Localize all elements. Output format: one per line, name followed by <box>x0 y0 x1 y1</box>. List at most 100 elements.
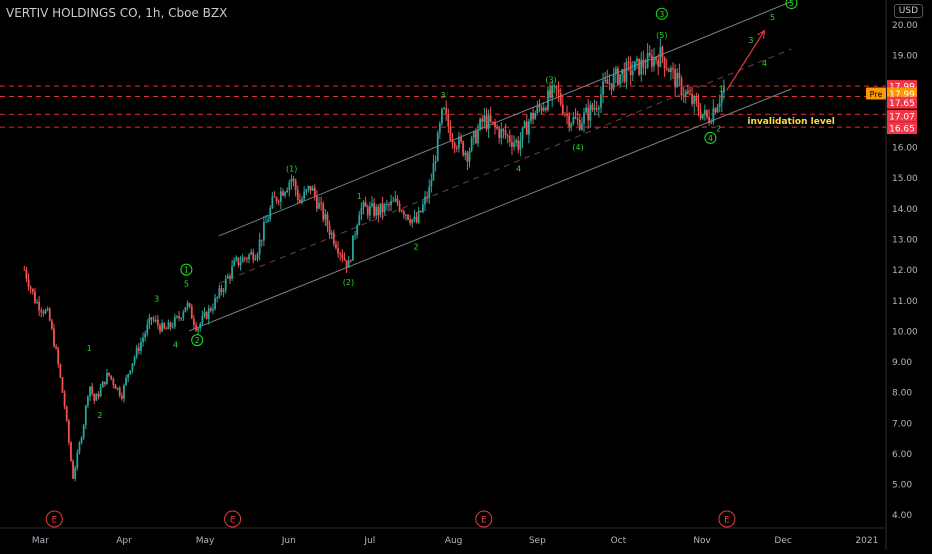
candle-body <box>559 93 562 105</box>
candle-body <box>426 196 429 199</box>
candle-body <box>538 105 541 108</box>
candle-body <box>600 94 602 108</box>
candle-body <box>646 52 649 68</box>
candle-body <box>123 384 125 399</box>
candle-body <box>561 104 564 114</box>
wave-label: 4 <box>762 59 767 68</box>
candle-body <box>695 96 698 102</box>
candle-body <box>345 260 348 268</box>
candle-body <box>680 78 683 96</box>
candle-body <box>368 206 371 216</box>
wave-label: 1 <box>357 192 362 201</box>
wave-label: 2 <box>195 336 200 345</box>
candle-body <box>470 137 473 152</box>
candle-body <box>591 104 594 110</box>
earnings-marker[interactable] <box>718 510 736 528</box>
candle-body <box>233 260 236 266</box>
candle-body <box>55 346 58 349</box>
candle-body <box>441 108 443 124</box>
candle-body <box>640 59 643 75</box>
candle-body <box>483 115 486 122</box>
candle-body <box>36 301 38 303</box>
earnings-marker-label: E <box>51 516 57 526</box>
candle-body <box>405 214 407 216</box>
wave-label: (4) <box>572 143 583 152</box>
candle-body <box>303 191 306 200</box>
candle-body <box>479 118 482 130</box>
y-tick-label: 13.00 <box>892 235 918 245</box>
candle-body <box>672 68 674 70</box>
candle-body <box>606 79 609 84</box>
candle-body <box>188 303 191 307</box>
candle-body <box>712 108 715 122</box>
candle-body <box>464 152 467 156</box>
candle-body <box>301 199 303 203</box>
candle-body <box>224 278 227 291</box>
wave-label: 5 <box>184 279 189 288</box>
candle-body <box>659 47 662 67</box>
candle-body <box>341 254 344 259</box>
candle-body <box>322 203 325 220</box>
candle-body <box>589 104 592 121</box>
candle-body <box>176 316 178 318</box>
y-tick-label: 16.00 <box>892 144 918 154</box>
candle-body <box>657 60 660 67</box>
earnings-marker[interactable] <box>224 510 242 528</box>
candle-body <box>665 68 668 70</box>
candle-body <box>99 387 102 397</box>
candle-body <box>311 187 314 191</box>
candle-body <box>205 312 208 319</box>
wave-label-circle <box>655 7 668 20</box>
candle-body <box>633 61 636 71</box>
candle-body <box>199 323 202 329</box>
candle-body <box>127 373 130 378</box>
earnings-marker-label: E <box>724 516 730 526</box>
candle-body <box>76 452 79 468</box>
candle-body <box>568 115 571 127</box>
candle-body <box>309 185 312 191</box>
candle-body <box>299 199 301 203</box>
candle-body <box>243 257 246 259</box>
channel-upper-line[interactable] <box>218 1 792 237</box>
candle-body <box>638 58 641 75</box>
earnings-marker[interactable] <box>45 510 63 528</box>
price-badge <box>887 122 917 135</box>
x-tick-label: May <box>196 536 215 546</box>
candle-body <box>57 348 60 365</box>
y-tick-label: 4.00 <box>892 511 912 521</box>
candle-body <box>269 208 272 220</box>
candle-body <box>496 126 498 129</box>
candle-body <box>118 387 121 396</box>
candle-body <box>207 308 210 319</box>
candle-body <box>116 387 119 389</box>
wave-label: 2 <box>97 411 102 420</box>
channel-median-line[interactable] <box>218 48 792 284</box>
candle-body <box>527 121 530 135</box>
candle-body <box>511 142 513 147</box>
wave-label: (2) <box>343 278 354 287</box>
projection-arrow-line[interactable] <box>726 30 765 91</box>
candle-body <box>212 308 214 311</box>
candle-body <box>723 87 725 93</box>
candle-body <box>650 55 653 67</box>
candle-body <box>689 93 691 95</box>
candle-body <box>697 101 700 112</box>
wave-label: (3) <box>545 76 556 85</box>
candle-body <box>74 467 77 479</box>
candle-body <box>271 196 274 209</box>
candle-body <box>42 311 45 314</box>
earnings-marker[interactable] <box>475 510 493 528</box>
channel-lower-line[interactable] <box>188 88 792 332</box>
candle-body <box>455 147 458 149</box>
currency-button[interactable]: USD <box>893 4 923 18</box>
candle-body <box>407 214 409 220</box>
wave-label: 3 <box>154 295 159 304</box>
candle-body <box>284 192 286 196</box>
candle-body <box>500 128 503 138</box>
projection-arrow-head[interactable] <box>757 29 766 39</box>
candle-body <box>443 107 445 109</box>
invalidation-level-note[interactable]: invalidation level <box>747 117 834 127</box>
candle-body <box>508 135 511 143</box>
